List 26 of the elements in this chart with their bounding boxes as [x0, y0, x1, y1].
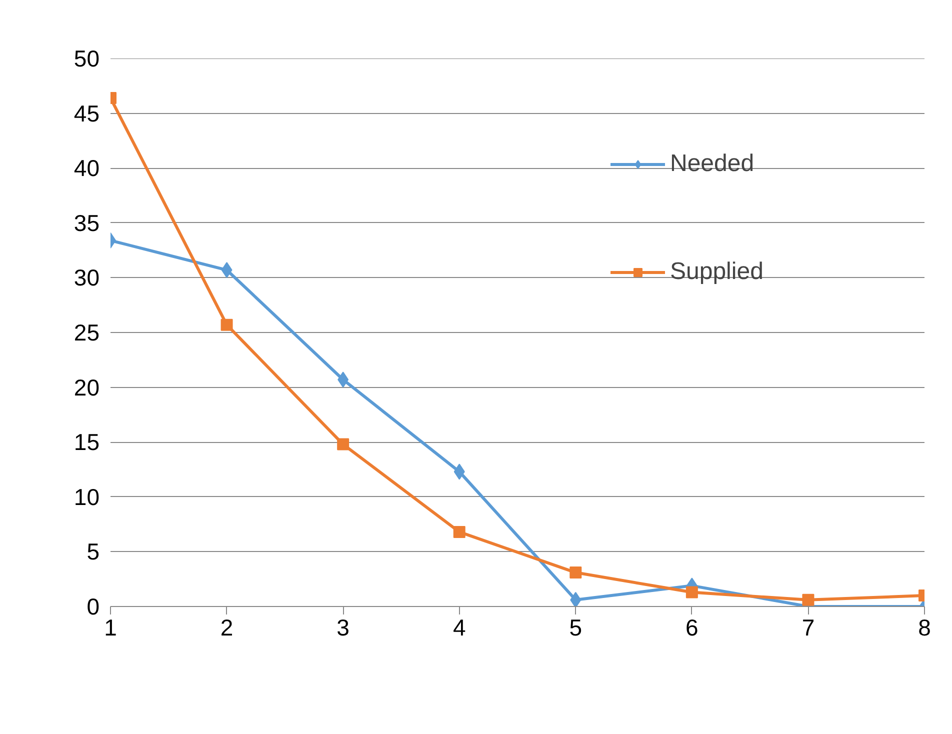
point	[686, 586, 698, 598]
point	[453, 526, 466, 538]
x-tick-label: 6	[686, 614, 698, 640]
y-tick-label: 5	[86, 538, 100, 565]
point	[220, 318, 233, 331]
y-tick-label: 10	[74, 484, 100, 510]
x-tick-label: 1	[104, 614, 117, 640]
y-tick-label: 25	[74, 320, 100, 346]
point	[570, 566, 582, 579]
point	[337, 438, 350, 450]
y-tick-label: 30	[74, 264, 100, 291]
x-tick-label: 4	[452, 614, 466, 640]
point	[570, 592, 582, 606]
y-tick-label: 45	[74, 100, 100, 126]
y-tick-label: 0	[86, 594, 100, 620]
x-tick-label: 8	[918, 614, 931, 640]
y-tick-label: 40	[74, 155, 100, 182]
y-tick-label: 35	[74, 210, 100, 236]
point	[802, 594, 814, 606]
x-tick-label: 7	[802, 614, 815, 640]
y-tick-label: 15	[74, 429, 100, 456]
x-tick-label: 3	[336, 614, 350, 640]
y-tick-label: 20	[74, 374, 100, 400]
x-tick-label: 5	[569, 614, 582, 640]
y-tick-label: 50	[74, 46, 100, 72]
x-tick-label: 2	[220, 614, 234, 640]
